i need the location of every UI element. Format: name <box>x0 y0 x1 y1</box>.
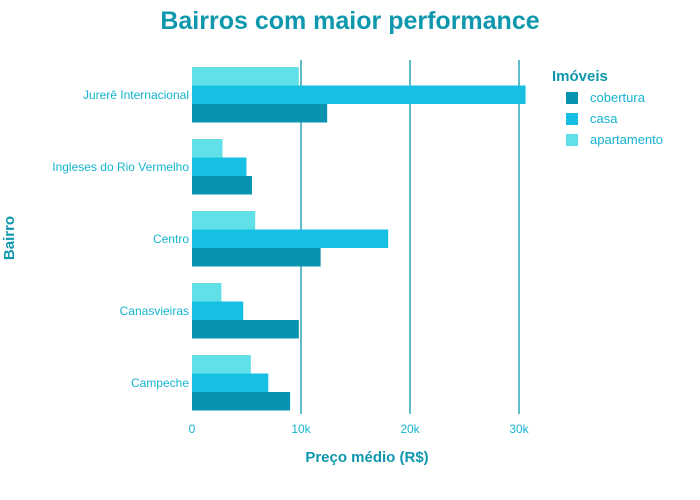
legend-swatch-cobertura <box>566 92 578 104</box>
bar-casa <box>192 157 247 176</box>
bar-apartamento <box>192 139 223 158</box>
x-tick-label: 20k <box>400 422 420 436</box>
bar-apartamento <box>192 67 299 86</box>
legend-label-casa: casa <box>590 111 618 126</box>
category-labels: Jurerê Internacional Ingleses do Rio Verm… <box>52 88 189 390</box>
bar-apartamento <box>192 355 251 374</box>
category-label: Ingleses do Rio Vermelho <box>52 160 189 174</box>
x-tick-label: 30k <box>509 422 529 436</box>
x-tick-labels: 0 10k 20k 30k <box>189 422 530 436</box>
y-axis-title: Bairro <box>1 216 18 260</box>
legend-swatch-casa <box>566 113 578 125</box>
legend-swatch-apartamento <box>566 134 578 146</box>
bar-cobertura <box>192 392 291 411</box>
bars <box>192 67 526 411</box>
legend-label-apartamento: apartamento <box>590 132 663 147</box>
legend-label-cobertura: cobertura <box>590 90 646 105</box>
bar-apartamento <box>192 283 222 302</box>
category-label: Canasvieiras <box>120 304 189 318</box>
category-label: Jurerê Internacional <box>83 88 189 102</box>
bar-casa <box>192 229 389 248</box>
x-axis-title: Preço médio (R$) <box>305 449 428 466</box>
bar-casa <box>192 301 244 320</box>
bar-apartamento <box>192 211 256 230</box>
bar-cobertura <box>192 104 328 123</box>
legend: Imóveis cobertura casa apartamento <box>552 68 663 147</box>
bar-cobertura <box>192 176 252 195</box>
chart-title: Bairros com maior performance <box>160 7 539 35</box>
bar-casa <box>192 85 526 104</box>
x-tick-label: 0 <box>189 422 196 436</box>
bar-cobertura <box>192 320 299 339</box>
category-label: Centro <box>153 232 189 246</box>
x-tick-label: 10k <box>291 422 311 436</box>
legend-title: Imóveis <box>552 68 608 85</box>
bar-casa <box>192 373 269 392</box>
category-label: Campeche <box>131 376 189 390</box>
bar-cobertura <box>192 248 321 267</box>
